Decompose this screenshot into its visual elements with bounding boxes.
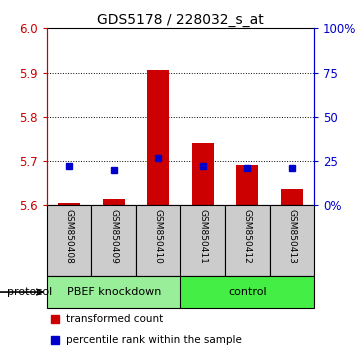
Text: GSM850412: GSM850412 [243, 209, 252, 264]
Text: GSM850411: GSM850411 [198, 209, 207, 264]
Bar [103, 199, 125, 205]
Bar [236, 165, 258, 205]
Bar [91, 205, 136, 276]
Text: GSM850409: GSM850409 [109, 209, 118, 264]
Bar [136, 205, 180, 276]
Bar [180, 276, 314, 308]
Bar [270, 205, 314, 276]
Bar [47, 205, 91, 276]
Text: protocol: protocol [7, 287, 52, 297]
Bar [192, 143, 214, 205]
Bar [147, 70, 169, 205]
Bar [58, 203, 80, 205]
Bar [47, 276, 180, 308]
Bar [225, 205, 270, 276]
Text: control: control [228, 287, 266, 297]
Text: transformed count: transformed count [66, 314, 163, 324]
Text: PBEF knockdown: PBEF knockdown [66, 287, 161, 297]
Text: GSM850413: GSM850413 [287, 209, 296, 264]
Bar [280, 189, 303, 205]
Bar [180, 205, 225, 276]
Text: GSM850410: GSM850410 [154, 209, 163, 264]
Text: GSM850408: GSM850408 [65, 209, 74, 264]
Text: percentile rank within the sample: percentile rank within the sample [66, 335, 242, 345]
Title: GDS5178 / 228032_s_at: GDS5178 / 228032_s_at [97, 13, 264, 27]
